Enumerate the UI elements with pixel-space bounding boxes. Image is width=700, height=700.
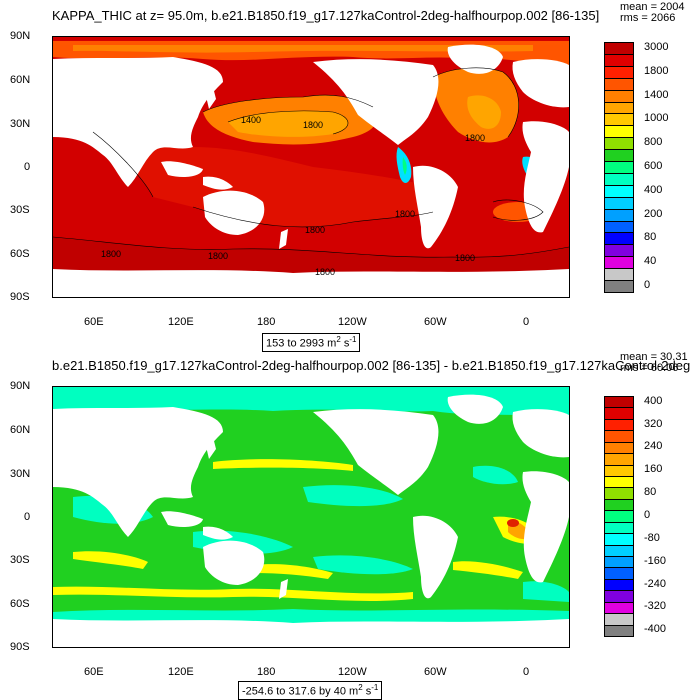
lon-label: 120E [168,666,194,678]
north-pacific-core [228,110,348,137]
range-unit-sup: 2 [336,335,341,344]
panel-title: b.e21.B1850.f19_g17.127kaControl-2deg-ha… [52,358,691,373]
contour-label: 1800 [305,225,325,235]
legend-label: 0 [644,509,651,521]
panel-title: KAPPA_THIC at z= 95.0m, b.e21.B1850.f19_… [52,8,600,23]
legend-label: 600 [644,160,663,172]
range-text: -254.6 to 317.6 by 40 m [242,685,359,698]
lat-label: 30N [10,118,31,130]
lon-label: 60W [424,666,447,678]
legend-label: 80 [644,231,657,244]
range-unit-exp: -1 [371,683,379,692]
legend-label: 40 [644,255,657,268]
lon-label: 120E [168,316,194,328]
lon-label: 60E [84,666,104,678]
red-patches [507,519,519,527]
map-plot: 1400 1800 1800 1800 1800 1800 1800 1800 … [52,36,570,298]
lat-label: 60N [10,424,31,436]
range-text: 153 to 2993 m [266,337,337,350]
lon-label: 120W [338,316,367,328]
legend-label: -400 [644,623,667,636]
legend-label: 800 [644,136,663,149]
legend-label: 1400 [644,88,669,101]
lat-label: 0 [24,161,31,173]
legend-label: 320 [644,417,663,430]
rms-label: rms = 60.06 [620,362,679,374]
legend-label: -80 [644,531,660,544]
range-unit-sup: 2 [358,683,363,692]
arctic-core [73,45,533,53]
north-atlantic-core [467,95,501,129]
legend-label: 80 [644,486,657,499]
contour-label: 1800 [465,133,485,143]
lon-label: 180 [257,666,276,678]
range-unit-tail: s [340,337,350,350]
legend-label: 400 [644,183,663,196]
contour-label: 1800 [208,251,228,261]
legend-label: 1000 [644,112,669,125]
lat-label: 90N [10,30,31,42]
legend-label: 200 [644,207,663,220]
mean-label: mean = 30.31 [620,351,688,363]
contour-label: 1800 [455,253,475,263]
lat-label: 60S [10,248,30,260]
legend-label: 0 [644,279,651,292]
panel-kappa-thic: KAPPA_THIC at z= 95.0m, b.e21.B1850.f19_… [10,1,694,352]
lon-label: 60E [84,316,104,328]
southern-ocean-region [53,237,569,277]
lat-label: 90N [10,380,31,392]
contour-lines [53,67,569,258]
range-unit-tail: s [362,685,372,698]
panel-difference: b.e21.B1850.f19_g17.127kaControl-2deg-ha… [0,350,700,700]
lon-label: 0 [523,666,530,678]
rms-label: rms = 2066 [620,12,676,24]
legend-swatch [604,280,634,293]
legend-label: 240 [644,440,663,453]
contour-label: 1800 [395,209,415,219]
lon-label: 0 [523,316,530,328]
lat-label: 30N [10,468,31,480]
lat-label: 90S [10,641,30,653]
legend-label: 3000 [644,40,669,53]
yellow-bands [53,459,543,601]
contour-label: 1800 [101,249,121,259]
legend-label: 400 [644,394,663,407]
land-masses [53,44,569,297]
lat-label: 30S [10,204,30,216]
contour-label: 1400 [241,115,261,125]
legend-label: 1800 [644,64,669,77]
contour-label: 1800 [315,267,335,277]
color-legend: 3000 1800 1400 1000 800 600 400 200 80 40 0 [604,40,694,293]
map-graphic [53,387,569,647]
lat-label: 60N [10,74,31,86]
legend-swatch [604,624,634,637]
legend-label: -160 [644,554,667,567]
cyan-patches [53,387,569,627]
land-masses [53,394,569,647]
range-unit-exp: -1 [349,335,357,344]
lon-label: 120W [338,666,367,678]
contour-label-group: 1400 1800 1800 1800 1800 1800 1800 1800 … [101,115,485,277]
legend-label: -320 [644,600,667,613]
contour-label: 1800 [303,120,323,130]
lat-label: 90S [10,291,30,303]
lat-label: 60S [10,598,30,610]
mean-label: mean = 2004 [620,1,685,13]
range-box: 153 to 2993 m2 s-1 [262,333,361,352]
color-legend: 400 320 240 160 80 0 -80 -160 -240 -320 -400 [604,394,694,637]
equatorial-east-pacific-core [402,157,407,175]
legend-label: 160 [644,463,663,476]
lat-label: 30S [10,554,30,566]
legend-label: -240 [644,577,667,590]
range-box: -254.6 to 317.6 by 40 m2 s-1 [238,681,383,700]
map-plot [52,386,570,648]
lon-label: 180 [257,316,276,328]
lon-label: 60W [424,316,447,328]
lat-label: 0 [24,511,31,523]
map-graphic: 1400 1800 1800 1800 1800 1800 1800 1800 … [53,37,569,297]
